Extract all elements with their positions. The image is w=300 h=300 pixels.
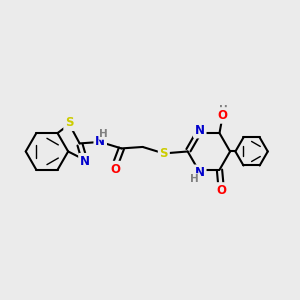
Text: O: O: [218, 109, 227, 122]
Text: H: H: [99, 129, 108, 139]
Text: H: H: [190, 174, 199, 184]
Text: N: N: [195, 124, 205, 137]
Text: O: O: [216, 184, 226, 197]
Text: O: O: [110, 163, 120, 176]
Text: N: N: [195, 166, 205, 179]
Text: S: S: [160, 147, 168, 160]
Text: S: S: [65, 116, 74, 129]
Text: N: N: [80, 155, 90, 168]
Text: H: H: [219, 105, 227, 116]
Text: N: N: [95, 135, 105, 148]
